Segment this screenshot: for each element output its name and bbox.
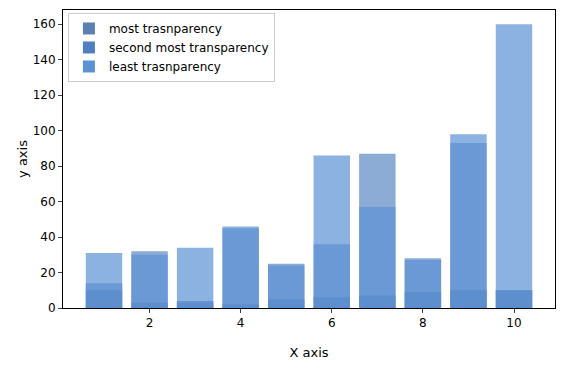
svg-text:most trasnparency: most trasnparency bbox=[109, 22, 222, 36]
svg-text:60: 60 bbox=[40, 195, 55, 209]
svg-text:140: 140 bbox=[33, 53, 56, 67]
svg-text:y axis: y axis bbox=[15, 140, 30, 178]
svg-text:10: 10 bbox=[506, 316, 521, 330]
svg-text:120: 120 bbox=[33, 88, 56, 102]
svg-text:160: 160 bbox=[33, 17, 56, 31]
svg-text:8: 8 bbox=[419, 316, 427, 330]
svg-text:2: 2 bbox=[146, 316, 154, 330]
svg-text:4: 4 bbox=[237, 316, 245, 330]
svg-text:6: 6 bbox=[328, 316, 336, 330]
svg-text:X axis: X axis bbox=[289, 345, 328, 360]
svg-text:40: 40 bbox=[40, 230, 55, 244]
svg-text:20: 20 bbox=[40, 266, 55, 280]
svg-text:second most transparency: second most transparency bbox=[109, 41, 269, 55]
svg-text:0: 0 bbox=[48, 301, 56, 315]
svg-text:80: 80 bbox=[40, 159, 55, 173]
svg-text:least trasnparency: least trasnparency bbox=[109, 60, 221, 74]
svg-text:100: 100 bbox=[33, 124, 56, 138]
